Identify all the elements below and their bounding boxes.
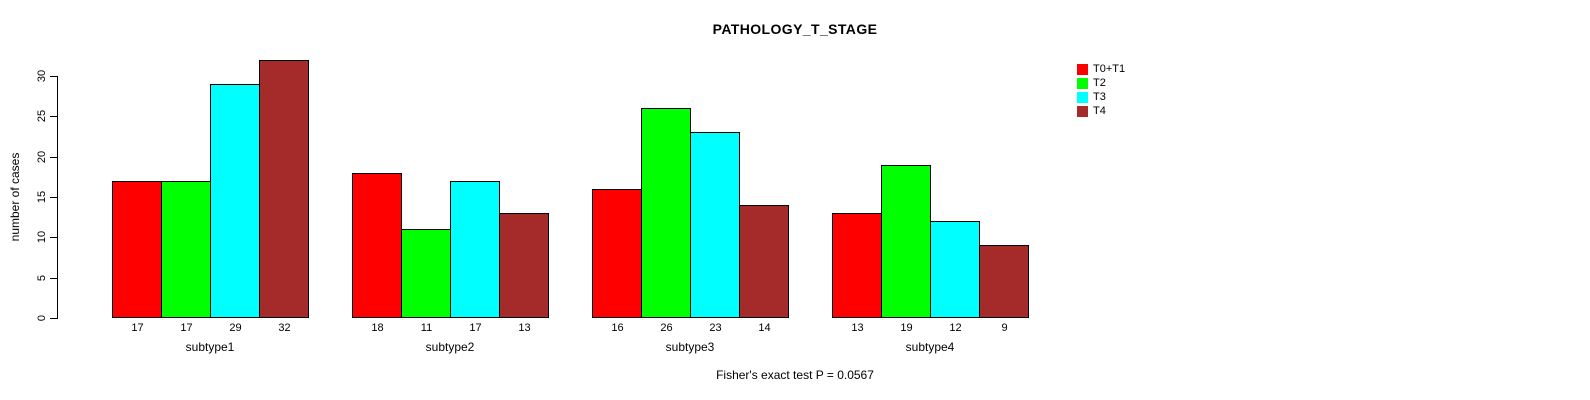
category-label-subtype4: subtype4 (905, 340, 955, 354)
y-tick-mark (50, 318, 57, 319)
stat-annotation: Fisher's exact test P = 0.0567 (716, 368, 874, 382)
bar-value-label: 18 (371, 322, 384, 334)
category-label-subtype3: subtype3 (665, 340, 715, 354)
y-axis-line (57, 76, 58, 319)
bar-subtype2-T4 (499, 213, 549, 318)
y-tick-label: 15 (36, 190, 48, 204)
y-tick-label: 20 (36, 150, 48, 164)
bar-subtype2-T3 (450, 181, 500, 318)
bar-value-label: 19 (900, 322, 913, 334)
y-tick-label: 10 (36, 230, 48, 244)
category-label-subtype2: subtype2 (425, 340, 475, 354)
bar-subtype4-T0+T1 (832, 213, 882, 318)
legend-label: T2 (1093, 77, 1106, 89)
legend-swatch-icon (1077, 92, 1088, 103)
bar-subtype4-T2 (881, 165, 931, 318)
legend-swatch-icon (1077, 78, 1088, 89)
bar-subtype1-T3 (210, 84, 260, 318)
bar-value-label: 12 (949, 322, 962, 334)
legend-item-T2: T2 (1077, 78, 1125, 89)
y-tick-label: 5 (36, 274, 48, 282)
bar-subtype1-T4 (259, 60, 309, 318)
bar-subtype2-T0+T1 (352, 173, 402, 318)
y-tick-mark (50, 197, 57, 198)
bar-subtype4-T4 (979, 245, 1029, 318)
y-tick-label: 0 (36, 314, 48, 322)
y-tick-label: 25 (36, 109, 48, 123)
y-axis-title: number of cases (8, 152, 22, 242)
bar-value-label: 13 (518, 322, 531, 334)
legend-swatch-icon (1077, 64, 1088, 75)
bar-value-label: 16 (611, 322, 624, 334)
bar-value-label: 17 (180, 322, 193, 334)
bar-value-label: 23 (709, 322, 722, 334)
bar-subtype1-T2 (161, 181, 211, 318)
bar-subtype4-T3 (930, 221, 980, 318)
legend: T0+T1 T2 T3 T4 (1077, 64, 1125, 117)
legend-swatch-icon (1077, 106, 1088, 117)
bar-subtype1-T0+T1 (112, 181, 162, 318)
y-tick-mark (50, 157, 57, 158)
bar-value-label: 32 (278, 322, 291, 334)
y-tick-mark (50, 76, 57, 77)
bar-value-label: 17 (131, 322, 144, 334)
bar-value-label: 13 (851, 322, 864, 334)
y-tick-mark (50, 278, 57, 279)
bar-subtype2-T2 (401, 229, 451, 318)
legend-item-T3: T3 (1077, 92, 1125, 103)
legend-item-T0+T1: T0+T1 (1077, 64, 1125, 75)
chart-title: PATHOLOGY_T_STAGE (712, 21, 878, 37)
bar-value-label: 29 (229, 322, 242, 334)
bar-value-label: 11 (420, 322, 433, 334)
bar-value-label: 17 (469, 322, 482, 334)
legend-label: T3 (1093, 91, 1106, 103)
bar-value-label: 26 (660, 322, 673, 334)
bar-subtype3-T4 (739, 205, 789, 318)
bar-value-label: 14 (758, 322, 771, 334)
category-label-subtype1: subtype1 (185, 340, 235, 354)
y-tick-mark (50, 116, 57, 117)
legend-item-T4: T4 (1077, 106, 1125, 117)
bar-value-label: 9 (1001, 322, 1008, 334)
bar-subtype3-T2 (641, 108, 691, 318)
legend-label: T0+T1 (1093, 63, 1126, 75)
y-tick-label: 30 (36, 69, 48, 83)
bar-subtype3-T0+T1 (592, 189, 642, 318)
bar-subtype3-T3 (690, 132, 740, 318)
legend-label: T4 (1093, 105, 1106, 117)
y-tick-mark (50, 237, 57, 238)
